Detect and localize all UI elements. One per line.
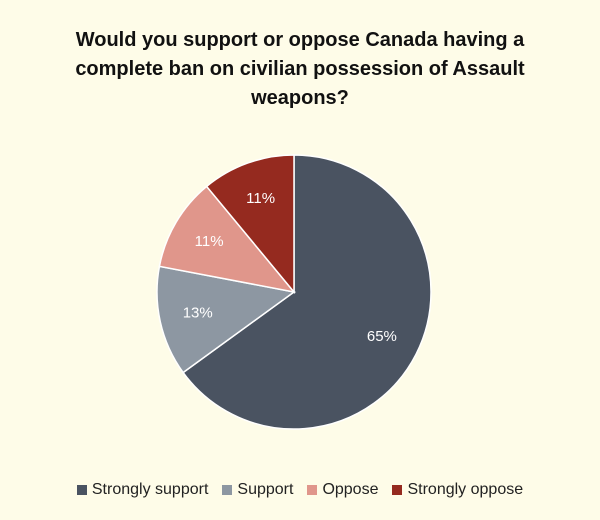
pie-slice xyxy=(156,265,296,374)
data-label: 11% xyxy=(246,190,275,207)
legend-label: Strongly support xyxy=(91,481,209,498)
legend-item: Support xyxy=(222,481,293,499)
legend-swatch xyxy=(307,485,318,495)
legend-item: Strongly support xyxy=(76,481,209,499)
legend-label: Strongly oppose xyxy=(407,481,524,498)
legend-item: Oppose xyxy=(307,481,378,499)
pie-slice xyxy=(182,154,432,430)
legend-swatch xyxy=(76,485,87,495)
legend-item: Strongly oppose xyxy=(392,481,523,499)
data-label: 11% xyxy=(195,233,224,250)
legend-label: Oppose xyxy=(322,481,379,498)
legend: Strongly support Support Oppose Strongly op… xyxy=(0,481,600,499)
legend-swatch xyxy=(392,485,403,495)
data-label: 13% xyxy=(183,304,213,321)
chart-title: Would you support or oppose Canada havin… xyxy=(75,29,525,109)
legend-label: Support xyxy=(237,481,294,498)
legend-swatch xyxy=(222,485,233,495)
data-label: 65% xyxy=(367,328,397,345)
pie-slice xyxy=(205,154,295,295)
pie-slice xyxy=(158,185,296,294)
